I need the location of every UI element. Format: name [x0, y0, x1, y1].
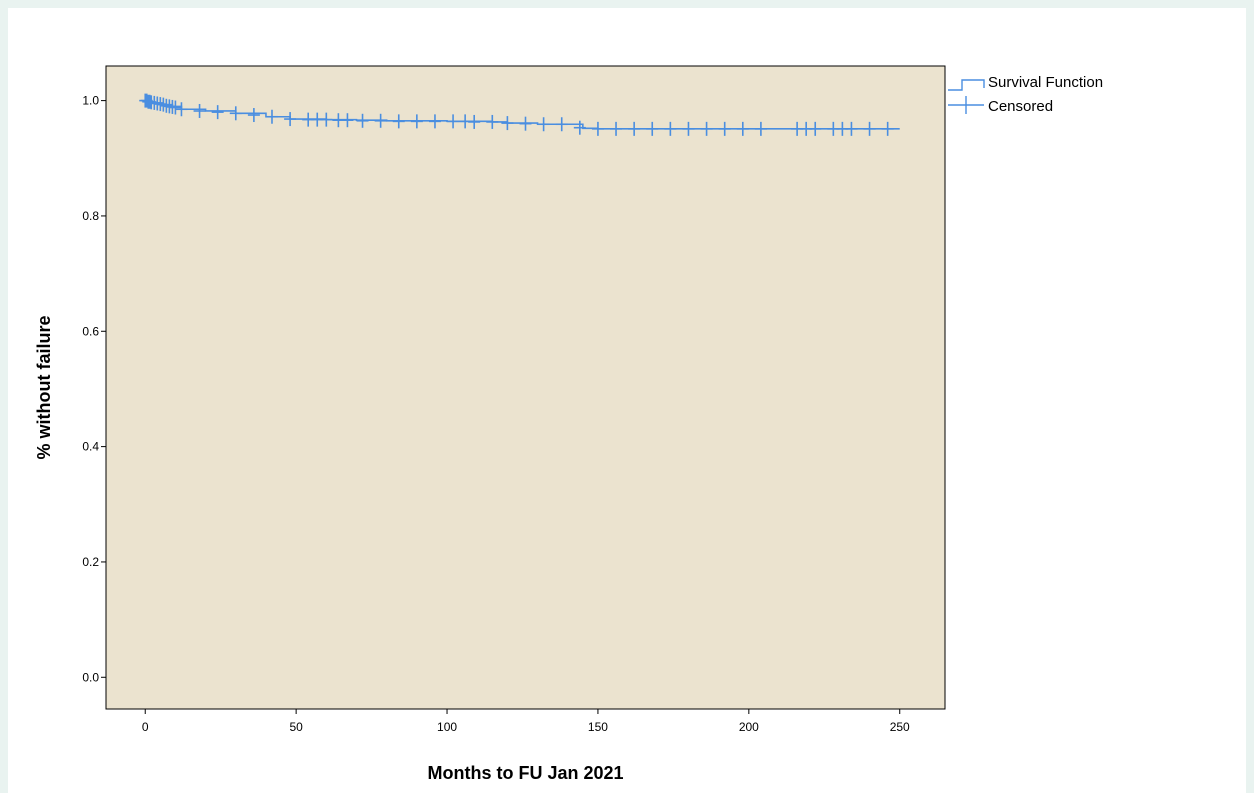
y-axis-title: % without failure — [34, 316, 54, 460]
censored-marker — [320, 112, 333, 127]
y-tick-label: 0.4 — [82, 440, 99, 454]
censored-marker — [537, 117, 550, 132]
censored-marker — [247, 108, 260, 123]
y-axis: 0.0 0.2 0.4 0.6 0.8 1.0 — [82, 94, 106, 684]
censored-marker — [809, 121, 822, 136]
censored-marker — [718, 121, 731, 136]
censored-marker — [169, 100, 182, 115]
censored-marker — [468, 114, 481, 129]
legend-survival-label: Survival Function — [988, 74, 1103, 91]
censored-marker — [392, 114, 405, 129]
censored-marker — [555, 117, 568, 132]
series-layer — [139, 93, 900, 136]
censored-marker — [881, 121, 894, 136]
chart-frame: 0 50 100 150 200 250 0.0 0.2 0.4 0.6 0.8 1.0 Month… — [8, 8, 1246, 793]
x-axis: 0 50 100 150 200 250 — [142, 709, 910, 734]
x-tick-label: 150 — [588, 720, 608, 734]
y-tick-label: 0.0 — [82, 670, 99, 684]
censored-marker — [754, 121, 767, 136]
x-tick-label: 200 — [739, 720, 759, 734]
plot-area — [105, 65, 946, 710]
censored-marker — [519, 116, 532, 131]
x-tick-label: 100 — [437, 720, 457, 734]
censored-marker — [229, 106, 242, 121]
censored-marker — [682, 121, 695, 136]
y-tick-label: 0.2 — [82, 555, 99, 569]
censored-marker — [845, 121, 858, 136]
censored-marker — [211, 105, 224, 120]
y-tick-label: 1.0 — [82, 94, 99, 108]
x-tick-label: 50 — [289, 720, 303, 734]
legend-censored-label: Censored — [988, 98, 1053, 115]
legend-survival-swatch — [948, 79, 985, 91]
x-tick-label: 250 — [890, 720, 910, 734]
censored-marker — [447, 114, 460, 129]
censored-marker — [736, 121, 749, 136]
censored-marker — [700, 121, 713, 136]
x-tick-label: 0 — [142, 720, 149, 734]
legend: Survival Function Censored — [948, 74, 1103, 115]
censored-marker — [664, 121, 677, 136]
y-tick-label: 0.6 — [82, 324, 99, 338]
survival-chart: 0 50 100 150 200 250 0.0 0.2 0.4 0.6 0.8 1.0 Month… — [34, 65, 1103, 783]
censored-marker — [573, 120, 586, 135]
censored-marker — [265, 109, 278, 124]
censored-marker — [646, 121, 659, 136]
censored-marker — [284, 112, 297, 127]
censored-marker — [628, 121, 641, 136]
censored-marker — [501, 116, 514, 131]
censored-marker — [374, 113, 387, 128]
censored-marker — [863, 121, 876, 136]
legend-censored-swatch — [948, 96, 984, 114]
censored-marker — [356, 113, 369, 128]
censored-marker — [410, 114, 423, 129]
censored-marker — [341, 113, 354, 128]
censored-marker — [175, 102, 188, 117]
censored-marker — [428, 114, 441, 129]
y-tick-label: 0.8 — [82, 209, 99, 223]
censored-marker — [193, 103, 206, 118]
censored-marker — [486, 114, 499, 129]
x-axis-title: Months to FU Jan 2021 — [427, 763, 623, 783]
censored-marker — [157, 97, 170, 112]
censored-marker — [610, 121, 623, 136]
censored-marker — [591, 121, 604, 136]
